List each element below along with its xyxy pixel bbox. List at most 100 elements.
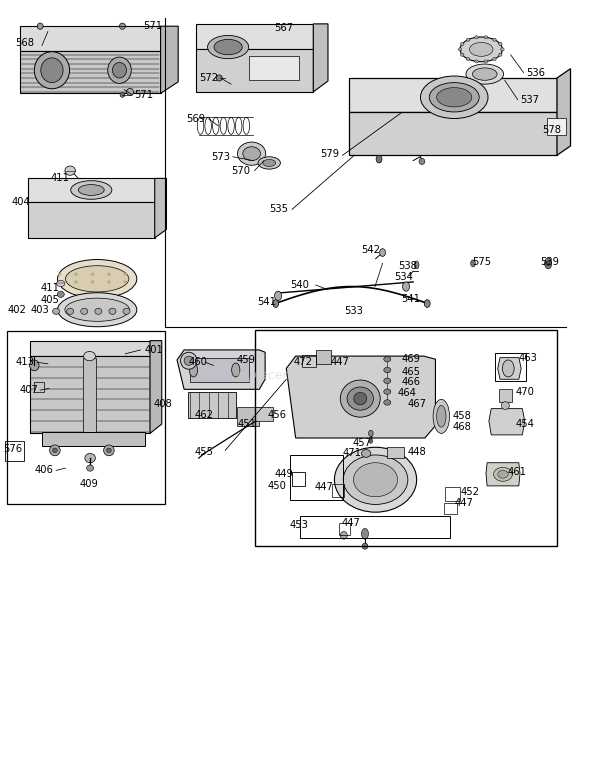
Ellipse shape [494,467,512,481]
Ellipse shape [87,465,94,471]
Text: 457: 457 [353,437,372,447]
Text: 468: 468 [453,422,472,432]
Ellipse shape [91,272,94,276]
Bar [444,503,457,514]
Ellipse shape [107,280,111,283]
Polygon shape [313,24,328,92]
Ellipse shape [67,308,74,314]
Bar [190,358,248,382]
Text: 567: 567 [274,22,293,33]
Bar [445,488,460,502]
Polygon shape [196,24,313,49]
Text: 470: 470 [515,387,534,396]
Text: 533: 533 [344,307,363,317]
Ellipse shape [466,57,470,60]
Text: 462: 462 [195,409,214,420]
Ellipse shape [37,23,43,29]
Ellipse shape [424,300,430,307]
Ellipse shape [466,38,470,41]
Ellipse shape [460,53,464,57]
Bar [5,441,24,461]
Bar [237,407,259,426]
Polygon shape [19,51,160,94]
Ellipse shape [217,75,222,81]
Ellipse shape [437,87,472,107]
Text: 568: 568 [15,38,34,48]
Bar [387,447,404,458]
Ellipse shape [214,39,242,55]
Ellipse shape [419,159,425,165]
Text: 535: 535 [270,204,289,214]
Text: 576: 576 [3,444,22,454]
Ellipse shape [335,447,417,512]
Ellipse shape [91,280,94,283]
Ellipse shape [189,363,198,377]
Text: 448: 448 [407,447,426,457]
Ellipse shape [384,378,391,384]
Ellipse shape [263,159,276,166]
Ellipse shape [340,380,380,417]
Text: 569: 569 [186,114,206,124]
Polygon shape [19,26,160,51]
Ellipse shape [369,439,373,444]
Ellipse shape [58,272,61,276]
Polygon shape [30,341,150,356]
Text: 541: 541 [401,294,421,304]
Text: 467: 467 [407,399,426,409]
Text: 572: 572 [199,73,218,83]
Bar [547,118,566,135]
Text: 536: 536 [526,67,545,77]
Text: 402: 402 [8,305,27,315]
Text: 539: 539 [540,257,559,267]
Ellipse shape [430,83,479,112]
Ellipse shape [466,64,503,84]
Polygon shape [28,201,155,238]
Text: 469: 469 [401,354,421,365]
Ellipse shape [57,293,137,327]
Bar [248,57,299,80]
Text: 463: 463 [519,353,537,363]
Ellipse shape [74,272,78,276]
Bar [316,350,331,364]
Ellipse shape [30,360,39,371]
Polygon shape [498,358,521,379]
Ellipse shape [71,180,112,199]
Ellipse shape [475,36,478,39]
Ellipse shape [273,300,278,307]
Text: 404: 404 [11,197,30,207]
Text: 447: 447 [342,518,360,528]
Text: 466: 466 [401,378,421,387]
Ellipse shape [501,48,504,51]
Text: 413: 413 [16,358,35,368]
Bar [6,330,165,505]
Ellipse shape [74,280,78,283]
Ellipse shape [181,352,197,369]
Ellipse shape [493,38,496,41]
Ellipse shape [503,360,514,377]
Polygon shape [557,69,571,156]
Text: 578: 578 [542,125,561,135]
Ellipse shape [499,53,502,57]
Polygon shape [489,409,525,435]
Ellipse shape [120,93,124,98]
Ellipse shape [384,357,391,362]
Text: 471: 471 [342,448,362,458]
Ellipse shape [41,58,63,83]
Text: 406: 406 [35,465,54,475]
Ellipse shape [362,450,371,457]
Ellipse shape [354,392,367,405]
Text: 405: 405 [41,296,60,306]
Ellipse shape [65,166,76,175]
Bar [292,472,305,486]
Text: 411: 411 [51,173,70,183]
Ellipse shape [243,147,260,161]
Text: 451: 451 [238,419,257,429]
Ellipse shape [57,291,64,297]
Polygon shape [286,356,435,438]
Ellipse shape [258,157,280,170]
Ellipse shape [107,272,111,276]
Polygon shape [349,112,557,156]
Ellipse shape [57,259,137,298]
Bar [300,516,450,538]
Text: 460: 460 [189,358,208,368]
